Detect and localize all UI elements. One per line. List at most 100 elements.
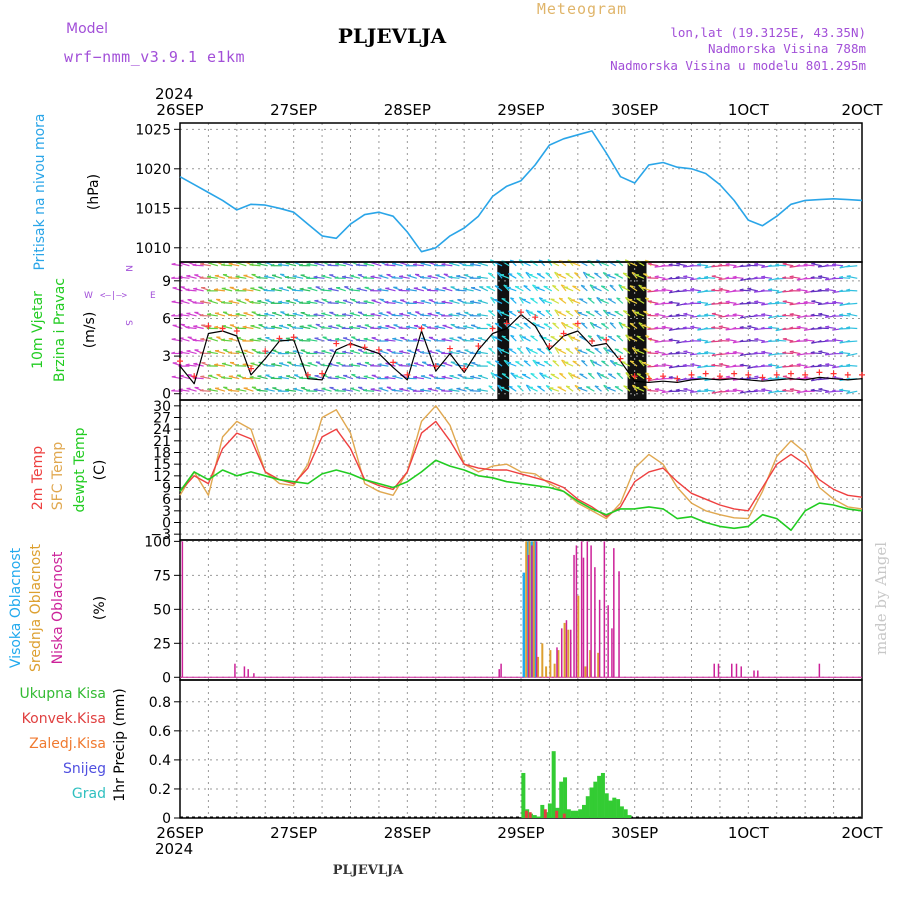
wind-arrow-head: [581, 359, 586, 363]
wind-arrow-head: [334, 389, 339, 392]
y-tick-label: 1010: [135, 241, 171, 257]
precip-legend-item: Snijeg: [63, 761, 106, 777]
cloud-low-bar: [607, 605, 609, 678]
wind-arrow-head: [803, 276, 808, 280]
wind-arrow-head: [363, 351, 368, 354]
y-tick-label: 27: [153, 411, 171, 427]
wind-arrow-head: [711, 264, 715, 268]
precip-total-bar: [619, 806, 624, 818]
model-elevation-text: Nadmorska Visina u modelu 801.295m: [610, 58, 866, 73]
wind-arrow-head: [589, 321, 594, 325]
wind-arrow-head: [399, 275, 404, 278]
wind-arrow-head: [510, 334, 515, 338]
wind-arrow-head: [200, 375, 205, 378]
cloud-low-bar: [613, 548, 615, 678]
wind-arrow: [596, 334, 602, 342]
gust-marker: [503, 320, 510, 327]
cloud-low-bar: [598, 599, 601, 678]
cloud-low-bar: [586, 541, 589, 678]
wind-arrow-head: [647, 364, 651, 368]
wind-arrow: [469, 390, 481, 392]
wind-arrow: [638, 359, 645, 367]
wind-arrow-head: [818, 275, 823, 278]
cloud-low-bar: [556, 647, 558, 678]
wind-arrow-head: [789, 340, 793, 343]
wind-arrow-head: [760, 326, 765, 330]
wind-arrow-head: [739, 302, 744, 305]
y-tick-label: 0: [162, 387, 171, 403]
wind-arrow-head: [285, 275, 289, 278]
precip-total-bar: [563, 777, 568, 818]
wind-arrow-head: [171, 262, 176, 265]
wind-arrow-head: [455, 288, 460, 291]
wind-arrow-head: [501, 335, 506, 338]
gust-marker: [787, 370, 794, 377]
wind-arrow-head: [256, 275, 261, 279]
cloud-low-bar: [735, 663, 738, 678]
cloud-mid-label: Srednja Oblacnost: [28, 544, 44, 672]
bottom-time-axis: 26SEP 27SEP 28SEP 29SEP 30SEP 1OCT 2OCT: [156, 824, 883, 842]
wind-arrow-head: [824, 315, 829, 318]
wind-arrow-head: [420, 350, 425, 354]
wind-arrow-head: [572, 285, 577, 288]
gust-marker: [290, 334, 297, 341]
wind-arrow-head: [572, 323, 577, 325]
gust-marker: [603, 336, 610, 343]
wind-band: [627, 262, 647, 400]
cloud-low-bar: [181, 541, 184, 678]
wind-arrow-head: [341, 326, 346, 329]
wind-arrow-head: [824, 264, 829, 267]
wind-arrow-head: [668, 375, 673, 378]
wind-arrow-head: [171, 389, 176, 392]
wind-arrow-head: [810, 388, 815, 391]
wind-arrow-head: [782, 276, 787, 279]
gust-marker: [432, 363, 439, 370]
wind-arrow: [488, 385, 496, 392]
wind-arrow-head: [235, 326, 240, 329]
wind-arrow-head: [517, 347, 522, 350]
wind-arrow: [545, 309, 553, 317]
wind-arrow: [582, 271, 588, 279]
wind-arrow: [596, 297, 602, 304]
wind-arrow-head: [594, 272, 599, 275]
wind-arrow: [299, 339, 311, 342]
panel-frame: [179, 679, 863, 819]
wind-arrow-head: [831, 389, 836, 392]
wind-arrow-head: [818, 312, 823, 315]
wind-arrow-head: [242, 288, 247, 291]
wind-arrow-head: [476, 364, 481, 367]
year-top: 2024: [155, 85, 193, 103]
wind-arrow-head: [661, 390, 666, 394]
wind-arrow-head: [405, 263, 410, 267]
wind-arrow-head: [782, 300, 787, 303]
wind-arrow-head: [647, 262, 652, 265]
wind-arrow: [846, 340, 858, 343]
wind-arrow-head: [221, 300, 226, 304]
precip-total-bar: [600, 772, 605, 818]
wind-arrow: [532, 284, 539, 292]
gust-marker: [233, 328, 240, 334]
wind-arrow: [228, 352, 240, 355]
wind-arrow-head: [654, 340, 658, 343]
wind-arrow-head: [192, 338, 197, 341]
wind-arrow: [618, 321, 624, 329]
wind-arrow-head: [696, 389, 701, 392]
time-label-bottom: 2OCT: [842, 824, 884, 842]
wind-arrow-head: [263, 288, 268, 291]
wind-arrow-head: [335, 337, 340, 340]
y-tick-label: 75: [153, 568, 171, 584]
wind-arrow-head: [434, 301, 438, 304]
wind-arrow-head: [725, 351, 730, 354]
wind-arrow-head: [256, 351, 261, 354]
dewpoint-line: [179, 459, 863, 532]
wind-arrow-head: [846, 302, 850, 305]
wind-arrow: [810, 277, 822, 279]
wind-arrow-head: [441, 262, 446, 265]
wind-arrow-head: [825, 325, 830, 328]
wind-arrow-head: [846, 312, 851, 315]
time-label-top: 26SEP: [156, 101, 203, 119]
wind-arrow-head: [271, 287, 276, 290]
y-tick-label: 0: [162, 516, 171, 532]
wind-arrow-head: [242, 339, 247, 342]
cloud-high-label: Visoka Oblacnost: [8, 547, 24, 668]
